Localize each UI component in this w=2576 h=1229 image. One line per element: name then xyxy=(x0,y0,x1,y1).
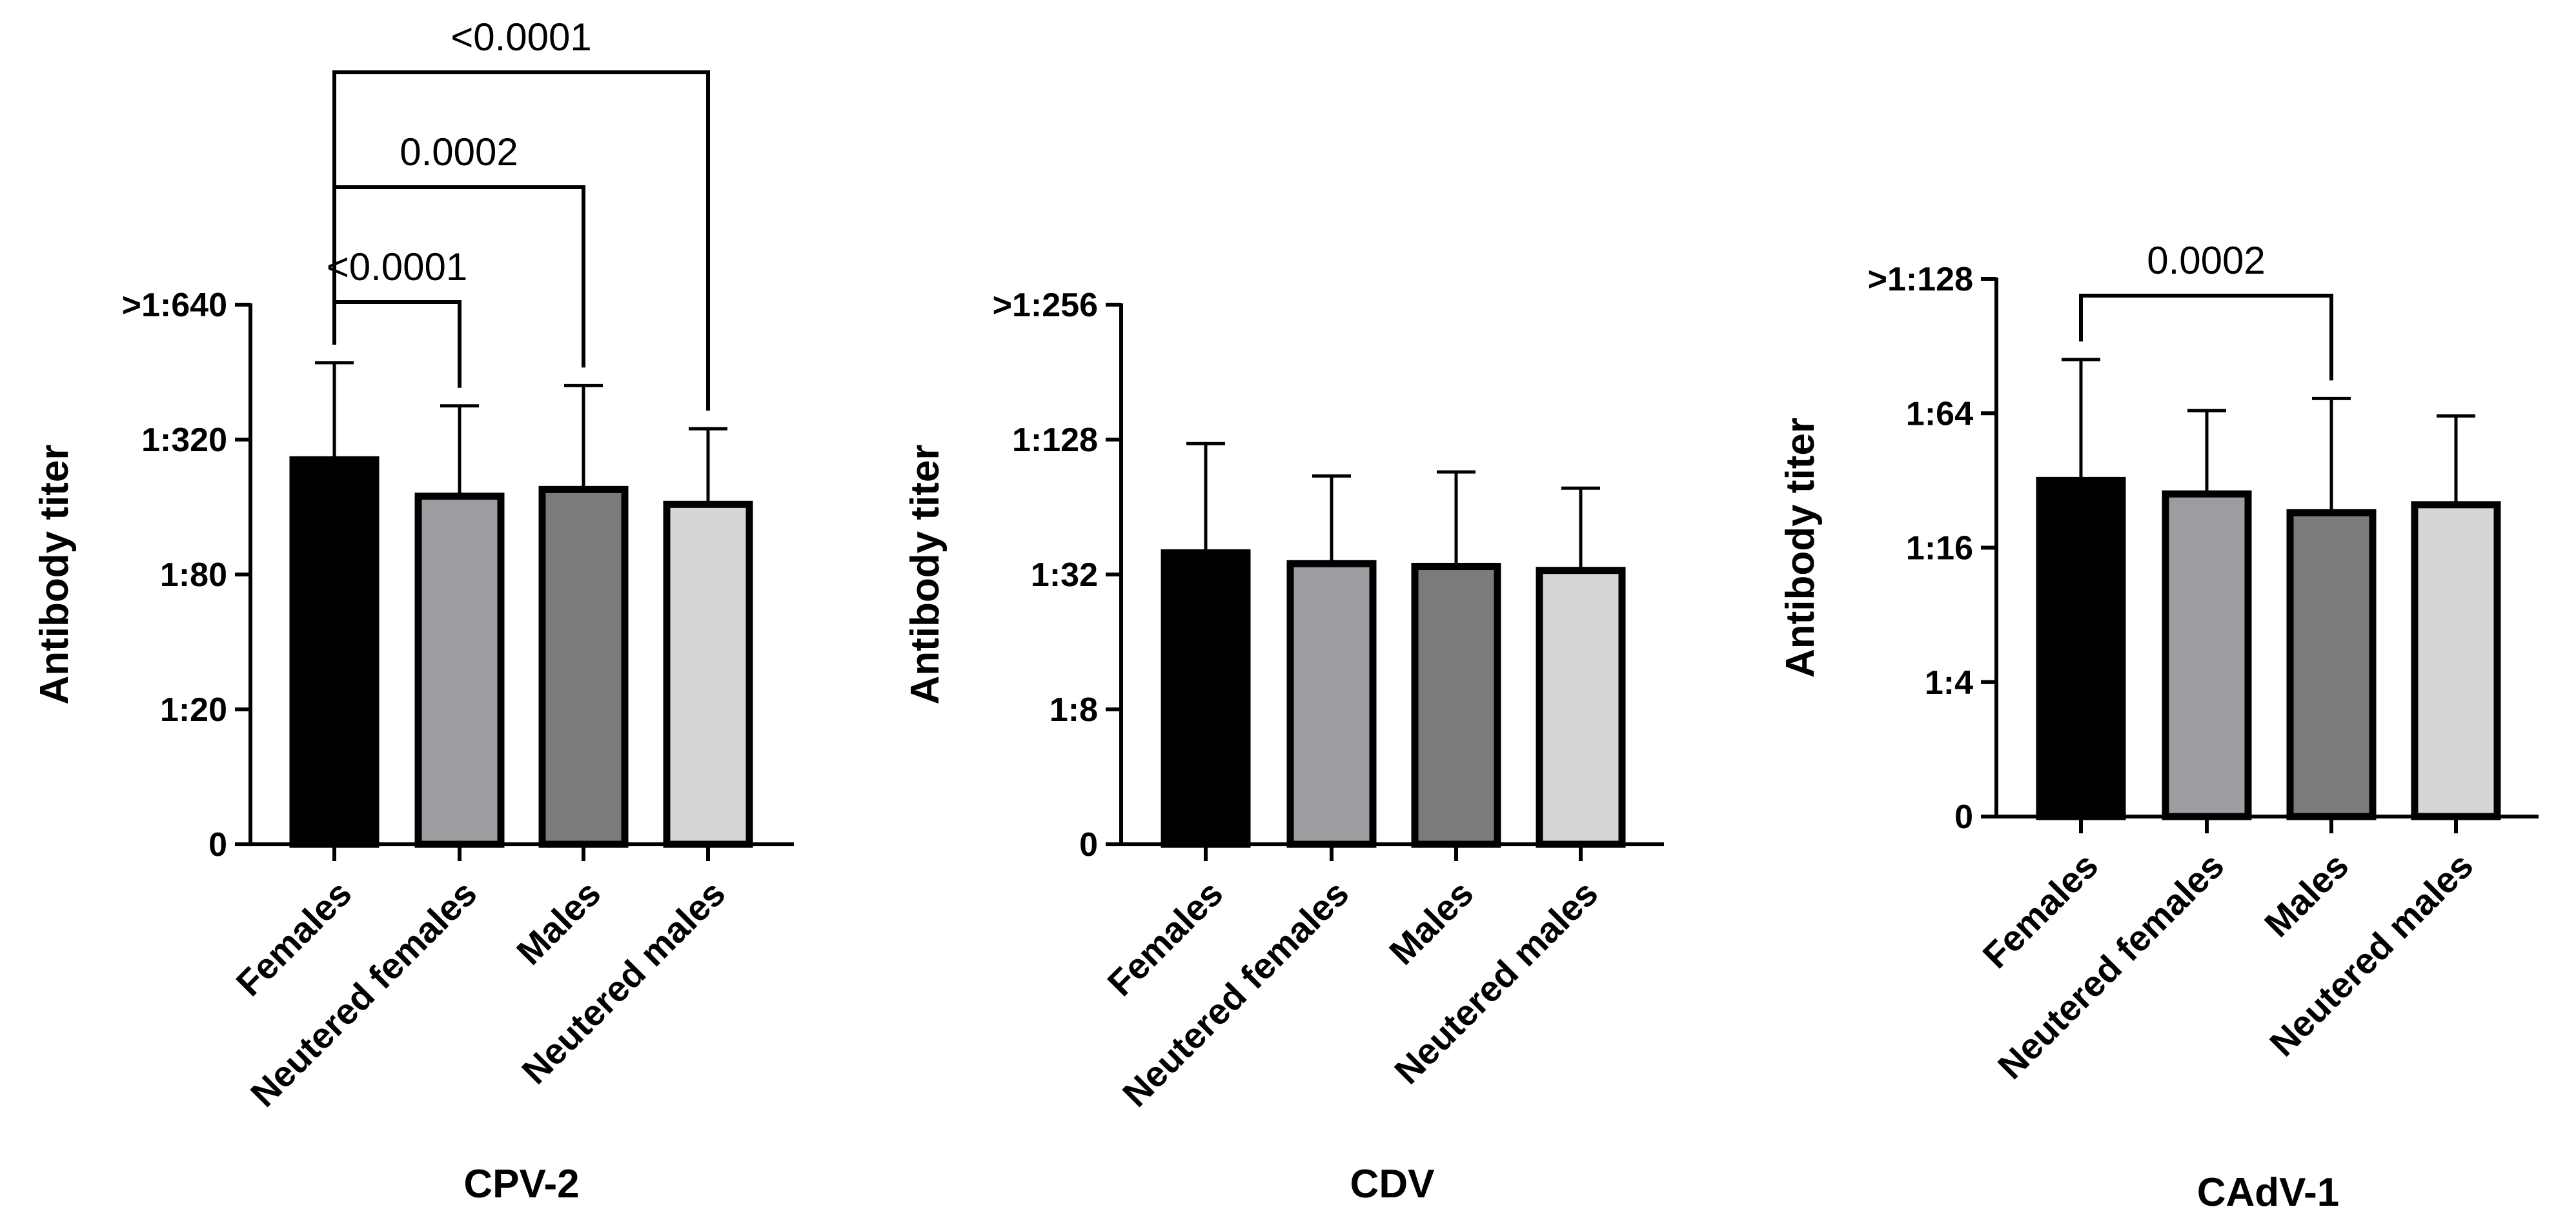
y-tick-label: >1:256 xyxy=(993,287,1098,324)
y-tick-label: 1:16 xyxy=(1906,530,1973,567)
x-tick-label: Neutered females xyxy=(1115,873,1357,1115)
x-tick-label: Females xyxy=(1099,873,1230,1004)
x-tick-label: Neutered females xyxy=(243,873,485,1115)
panel-title: CDV xyxy=(1350,1162,1435,1206)
significance-label: <0.0001 xyxy=(327,245,468,289)
x-tick-label: Females xyxy=(1974,845,2105,976)
y-tick-label: 1:64 xyxy=(1906,395,1973,432)
y-tick-label: >1:128 xyxy=(1868,261,1973,298)
bar-neutered-females xyxy=(2162,490,2252,820)
y-tick-label: 1:80 xyxy=(160,556,227,594)
bar-neutered-females xyxy=(1286,560,1377,848)
x-tick-label: Males xyxy=(1381,873,1481,973)
y-axis-title: Antibody titer xyxy=(32,445,77,705)
y-tick-label: 1:20 xyxy=(160,691,227,729)
y-tick-label: >1:640 xyxy=(122,287,227,324)
panel-title: CAdV-1 xyxy=(2197,1170,2339,1215)
x-tick-label: Neutered females xyxy=(1990,845,2232,1087)
x-tick-label: Males xyxy=(509,873,609,973)
significance-label: 0.0002 xyxy=(400,130,518,174)
y-tick-label: 1:32 xyxy=(1031,556,1098,594)
y-tick-label: 1:320 xyxy=(141,422,227,459)
bar-males xyxy=(1411,562,1501,848)
bar-females xyxy=(1161,549,1251,848)
y-tick-label: 1:8 xyxy=(1050,691,1098,729)
significance-bracket xyxy=(332,70,710,411)
y-tick-label: 0 xyxy=(1954,798,1973,836)
y-tick-label: 0 xyxy=(208,826,227,864)
significance-bracket xyxy=(332,300,461,388)
bar-neutered-males xyxy=(1536,567,1626,848)
bar-neutered-females xyxy=(414,493,505,848)
bar-males xyxy=(538,485,629,848)
bar-females xyxy=(2036,476,2126,820)
y-axis-title: Antibody titer xyxy=(1778,418,1823,678)
bar-neutered-males xyxy=(663,500,753,848)
y-tick-label: 1:128 xyxy=(1012,422,1098,459)
bar-females xyxy=(289,456,380,848)
significance-label: <0.0001 xyxy=(451,15,592,59)
y-tick-label: 1:4 xyxy=(1925,664,1973,702)
bar-neutered-males xyxy=(2411,501,2501,820)
x-tick-label: Males xyxy=(2257,845,2357,945)
significance-label: 0.0002 xyxy=(2147,239,2266,282)
y-axis-title: Antibody titer xyxy=(903,445,948,705)
bar-males xyxy=(2286,509,2377,820)
x-tick-label: Females xyxy=(228,873,359,1004)
significance-bracket xyxy=(2079,294,2333,381)
y-tick-label: 0 xyxy=(1079,826,1098,864)
panel-title: CPV-2 xyxy=(463,1162,579,1206)
